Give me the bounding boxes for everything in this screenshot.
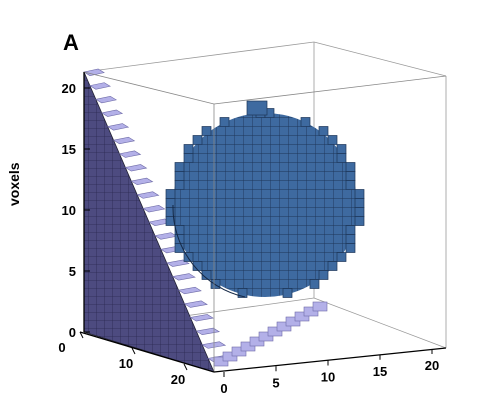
sphere-edge-voxel <box>345 171 356 181</box>
x-tick-label: 10 <box>119 356 133 371</box>
bounding-box-front <box>83 71 447 372</box>
panel-label: A <box>63 30 79 55</box>
wedge-floor-voxel <box>222 351 238 362</box>
sphere-edge-voxel <box>345 243 356 253</box>
sphere-edge-voxel <box>336 252 347 262</box>
sphere-edge-voxel <box>318 270 329 280</box>
sphere-edge-voxel <box>174 243 185 253</box>
sphere-edge-voxel <box>336 153 347 163</box>
y-tick-label: 10 <box>321 370 335 385</box>
wedge-step <box>106 123 130 131</box>
sphere-edge-voxel <box>354 216 365 226</box>
wedge-step <box>100 109 124 117</box>
wedge-step <box>89 82 111 90</box>
sphere-edge-voxel <box>237 288 248 298</box>
wedge-floor-steps <box>213 301 328 367</box>
wedge-step <box>183 300 208 308</box>
sphere-edge-voxel <box>282 288 293 298</box>
wedge-floor-voxel <box>312 301 328 312</box>
wedge-step <box>189 314 215 322</box>
sphere-edge-voxel <box>345 234 356 244</box>
z-tick-label: 15 <box>62 142 76 157</box>
wedge-step <box>171 273 196 281</box>
sphere-edge-voxel <box>354 198 365 208</box>
sphere-edge-voxel <box>318 126 329 136</box>
sphere-edge-voxel <box>165 216 176 226</box>
wedge-floor-voxel <box>285 316 301 327</box>
wedge-step <box>112 136 136 145</box>
sphere-edge-voxel <box>300 117 311 127</box>
z-tick-label: 0 <box>69 325 76 340</box>
sphere-edge-voxel <box>174 162 185 172</box>
wedge-floor-voxel <box>249 336 265 347</box>
wedge-step <box>154 232 178 240</box>
sphere-edge-voxel <box>174 180 185 190</box>
sphere-body <box>173 113 357 297</box>
wedge-floor-voxel <box>294 311 310 322</box>
sphere-edge-voxel <box>336 144 347 154</box>
sphere-edge-voxel <box>183 252 194 262</box>
sphere-edge-voxel <box>327 261 338 271</box>
wedge-step <box>118 150 142 158</box>
sphere-edge-voxel <box>210 279 221 289</box>
axes <box>79 72 447 373</box>
wedge-step <box>83 68 105 76</box>
z-tick-label: 20 <box>62 81 76 96</box>
wedge-floor-voxel <box>240 341 256 352</box>
wedge-floor-voxel <box>231 346 247 357</box>
wedge-floor-voxel <box>267 326 283 337</box>
axis-ticks: 0 5 10 15 20 0 10 20 0 5 10 15 20 <box>58 81 439 396</box>
x-axis-line <box>79 331 215 373</box>
sphere-edge-voxel <box>201 126 212 136</box>
wedge-step <box>124 164 148 172</box>
sphere-edge-voxel <box>345 225 356 235</box>
voxel-sphere <box>165 100 365 298</box>
sphere-edge-voxel <box>354 207 365 217</box>
staircase-wedge <box>83 68 328 373</box>
y-tick-label: 20 <box>425 358 439 373</box>
x-tick-mark <box>79 331 84 339</box>
sphere-edge-voxel <box>345 162 356 172</box>
wedge-step <box>95 95 118 104</box>
wedge-floor-voxel <box>258 331 274 342</box>
sphere-shadow-edge <box>172 204 246 298</box>
x-tick-label: 20 <box>171 372 185 387</box>
wedge-floor-voxel <box>303 306 319 317</box>
x-tick-mark <box>131 347 136 355</box>
wedge-step <box>136 191 160 199</box>
z-tick-label: 10 <box>62 203 76 218</box>
x-tick-label: 0 <box>58 340 65 355</box>
sphere-edge-voxel <box>183 153 194 163</box>
y-tick-label: 0 <box>220 381 227 396</box>
sphere-edge-voxel <box>219 117 230 127</box>
wedge-step <box>195 327 221 336</box>
z-tick-label: 5 <box>69 264 76 279</box>
x-tick-mark <box>183 363 188 371</box>
y-tick-label: 5 <box>272 375 279 390</box>
sphere-top-voxel <box>246 100 268 116</box>
wedge-step <box>142 205 166 213</box>
wedge-step <box>177 286 202 295</box>
sphere-edge-voxel <box>165 198 176 208</box>
y-tick-label: 15 <box>373 364 387 379</box>
wedge-floor-voxel <box>276 321 292 332</box>
sphere-edge-voxel <box>174 171 185 181</box>
wedge-step <box>165 259 190 267</box>
sphere-edge-voxel <box>345 180 356 190</box>
wedge-step <box>130 177 154 186</box>
sphere-edge-voxel <box>327 135 338 145</box>
sphere-edge-voxel <box>354 189 365 199</box>
sphere-edge-voxel <box>165 189 176 199</box>
sphere-edge-voxel <box>183 144 194 154</box>
sphere-edge-voxel <box>309 279 320 289</box>
sphere-edge-voxel <box>192 135 203 145</box>
y-axis-line <box>213 347 447 373</box>
